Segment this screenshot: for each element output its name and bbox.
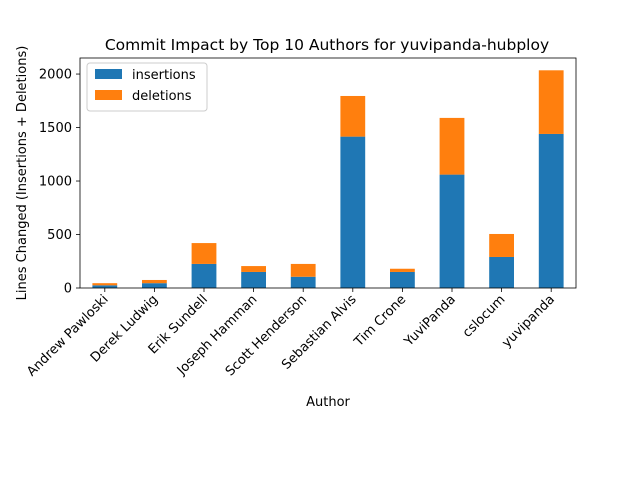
chart-title: Commit Impact by Top 10 Authors for yuvi…	[105, 36, 549, 54]
bar-insertions-5	[340, 136, 366, 288]
bar-deletions-8	[489, 233, 514, 257]
bar-deletions-6	[390, 268, 415, 272]
bar-insertions-0	[92, 285, 118, 288]
bars-group	[92, 70, 564, 288]
y-axis: 0 500 1000 1500 2000	[39, 68, 80, 297]
y-tick-label-2: 1000	[39, 175, 72, 190]
bar-deletions-7	[439, 117, 465, 175]
y-axis-title: Lines Changed (Insertions + Deletions)	[15, 46, 30, 301]
bar-deletions-9	[538, 70, 564, 134]
y-tick-label-0: 0	[64, 282, 72, 297]
bar-insertions-2	[191, 263, 217, 288]
y-tick-label-1: 500	[47, 228, 72, 243]
bar-insertions-8	[489, 256, 514, 288]
bar-deletions-3	[241, 266, 266, 272]
bar-insertions-6	[390, 271, 415, 288]
bar-deletions-4	[290, 263, 316, 277]
x-tick-label-7: YuviPanda	[401, 292, 459, 350]
bar-insertions-1	[142, 283, 167, 288]
bar-insertions-7	[439, 174, 465, 288]
x-tick-label-0: Andrew Pawloski	[24, 292, 111, 379]
bar-deletions-0	[92, 283, 118, 286]
x-tick-label-9: yuvipanda	[499, 292, 558, 351]
bar-deletions-1	[142, 279, 167, 284]
bar-deletions-5	[340, 95, 366, 137]
legend-label-deletions: deletions	[132, 89, 192, 104]
x-tick-label-8: cslocum	[460, 292, 508, 340]
x-tick-label-6: Tim Crone	[351, 292, 409, 350]
legend-swatch-insertions	[95, 69, 122, 79]
bar-insertions-4	[290, 276, 316, 288]
bar-deletions-2	[191, 243, 217, 264]
y-tick-label-3: 1500	[39, 121, 72, 136]
x-axis-title: Author	[306, 395, 350, 410]
bar-insertions-3	[241, 271, 266, 288]
legend: insertions deletions	[86, 62, 208, 112]
legend-label-insertions: insertions	[132, 68, 196, 83]
plot-frame	[79, 57, 577, 289]
y-tick-label-4: 2000	[39, 68, 72, 83]
legend-swatch-deletions	[95, 90, 122, 100]
bar-insertions-9	[538, 133, 564, 288]
